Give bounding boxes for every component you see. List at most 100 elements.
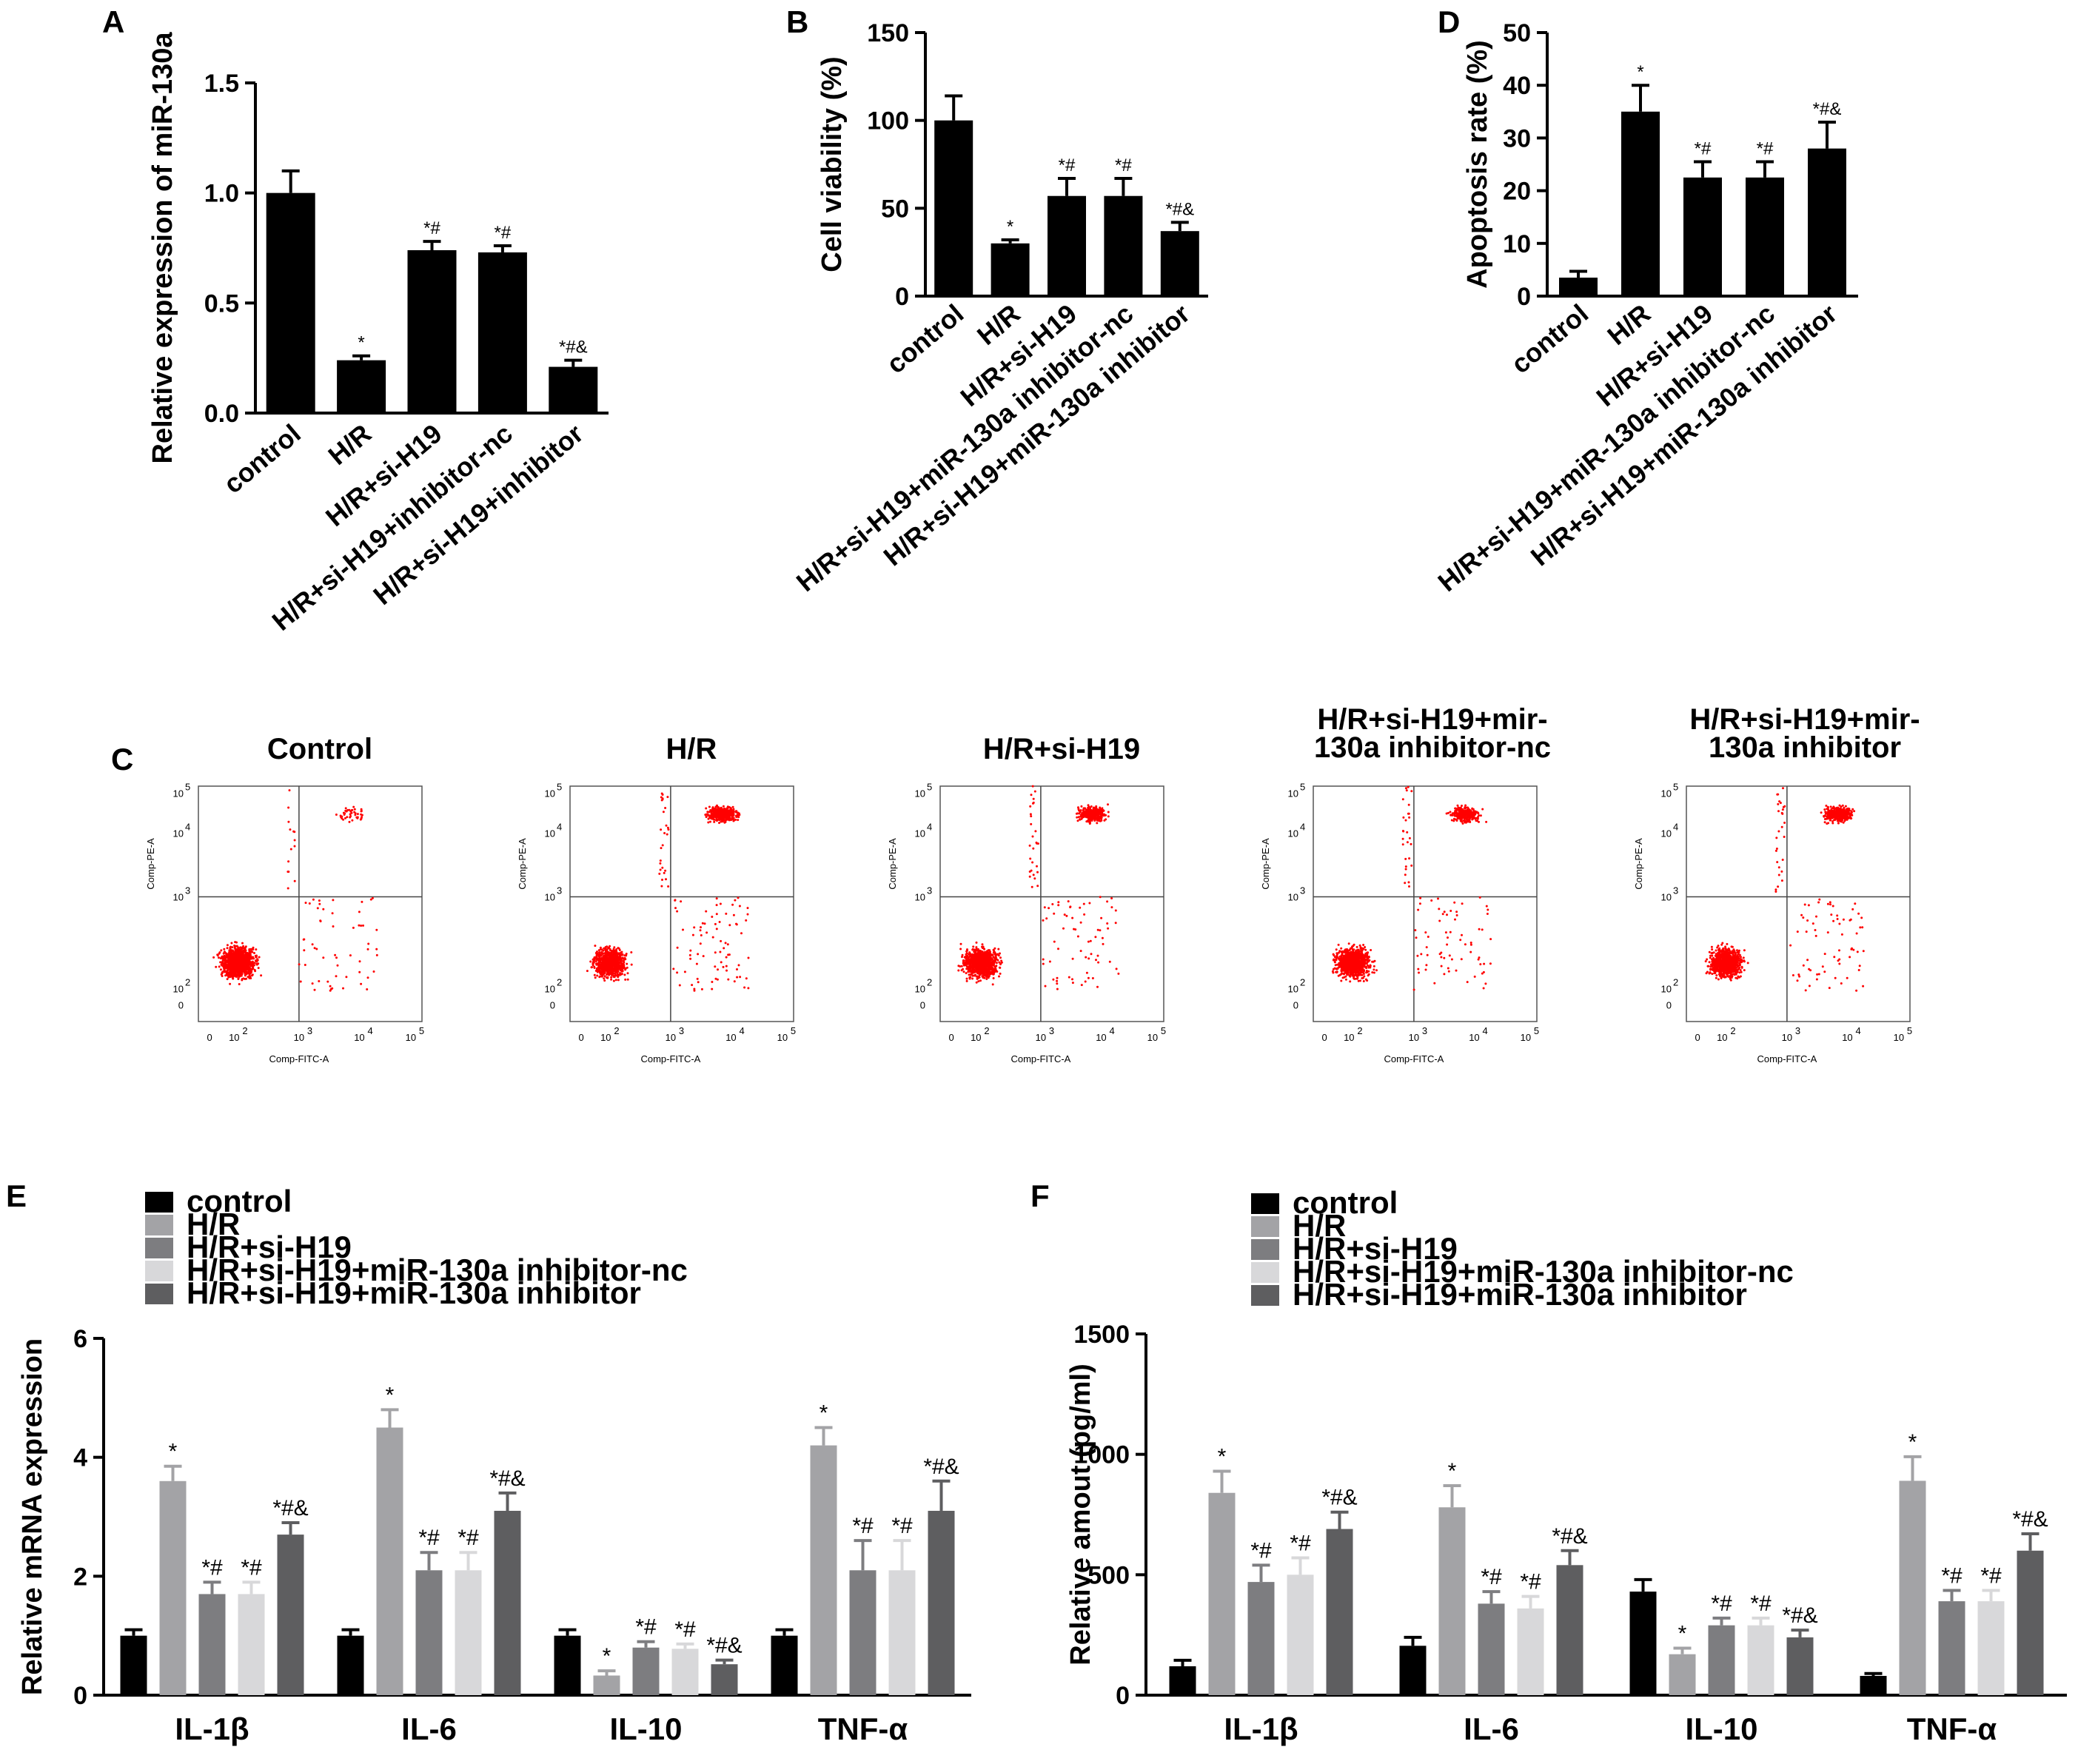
- flow-dot: [711, 936, 714, 939]
- flow-dot: [732, 808, 735, 811]
- significance-label: *: [1637, 62, 1643, 82]
- flow-dot: [714, 810, 717, 813]
- flow-dot: [287, 806, 290, 809]
- flow-dot: [597, 962, 599, 965]
- flow-dot: [676, 910, 679, 913]
- flow-dot: [1096, 985, 1099, 988]
- flow-dot: [593, 973, 596, 976]
- flow-dot: [349, 815, 352, 817]
- flow-dots-group: [957, 785, 1120, 990]
- flow-dot: [737, 815, 740, 818]
- flow-dot: [249, 956, 252, 959]
- flow-dot: [1097, 961, 1100, 964]
- flow-dot: [238, 967, 241, 969]
- flow-dot: [360, 925, 363, 927]
- flow-dot: [676, 971, 679, 974]
- flow-dot: [717, 814, 720, 816]
- flow-y-tick: 10: [915, 891, 925, 902]
- flow-dot: [288, 789, 291, 792]
- flow-dot: [982, 970, 985, 973]
- flow-dot: [236, 956, 239, 959]
- flow-dot: [617, 947, 620, 950]
- flow-dot: [988, 959, 991, 961]
- panel-label-f: F: [1030, 1178, 1050, 1213]
- flow-dot: [992, 971, 995, 974]
- flow-dot: [662, 811, 665, 814]
- flow-dot: [1096, 822, 1099, 825]
- flow-dot: [735, 810, 738, 813]
- x-tick-label: H/R: [322, 418, 377, 471]
- flow-dot: [723, 816, 726, 819]
- flow-dot: [704, 814, 707, 816]
- flow-dot: [709, 809, 712, 811]
- flow-dot: [991, 958, 993, 961]
- flow-dot: [219, 968, 222, 971]
- flow-dot: [349, 954, 352, 957]
- flow-dot: [244, 948, 247, 950]
- flow-dot: [725, 956, 728, 959]
- flow-dot: [1062, 927, 1065, 930]
- flow-dot: [978, 966, 981, 969]
- flow-dot: [1045, 917, 1048, 920]
- flow-x-tick-exp: 4: [367, 1025, 372, 1036]
- flow-dot: [997, 948, 1000, 950]
- flow-dot: [248, 966, 251, 969]
- y-tick-label: 1.0: [204, 180, 239, 208]
- flow-dot: [700, 987, 703, 990]
- flow-dot: [218, 965, 221, 968]
- flow-x-tick: 0: [578, 1032, 583, 1043]
- flow-dot: [621, 966, 624, 969]
- flow-dot: [674, 899, 677, 902]
- flow-dot: [979, 971, 982, 974]
- flow-dot: [221, 955, 224, 958]
- flow-dot: [1030, 869, 1033, 872]
- flow-dot: [1051, 903, 1054, 905]
- flow-dot: [592, 959, 595, 962]
- flow-dot: [715, 928, 718, 930]
- flow-dot: [666, 826, 669, 829]
- flow-dot: [260, 974, 263, 977]
- flow-dot: [1353, 943, 1355, 946]
- flow-dot: [1000, 961, 1003, 964]
- flow-dot: [1031, 861, 1034, 864]
- flow-dot: [976, 962, 979, 965]
- flow-dot: [625, 954, 628, 957]
- flow-dot: [989, 968, 992, 971]
- flow-x-tick-exp: 2: [984, 1025, 989, 1036]
- flow-dot: [720, 806, 723, 809]
- flow-dot: [1096, 819, 1099, 822]
- flow-dot: [1042, 919, 1045, 922]
- flow-dot: [1087, 812, 1090, 815]
- flow-dot: [215, 965, 218, 968]
- flow-dot: [991, 953, 994, 956]
- flow-dot: [707, 817, 710, 820]
- flow-dot: [1102, 942, 1105, 945]
- flow-dots-group: [586, 792, 750, 992]
- flow-dot: [244, 967, 247, 970]
- flow-dot: [986, 953, 989, 956]
- flow-dot: [737, 964, 740, 967]
- flow-dot: [995, 965, 998, 967]
- bar-a-2: [407, 249, 457, 413]
- flow-dot: [223, 963, 226, 966]
- flow-dot: [221, 975, 224, 977]
- flow-dot: [1091, 815, 1093, 818]
- flow-dot: [229, 982, 232, 985]
- flow-dot: [708, 805, 711, 808]
- flow-dot: [238, 958, 241, 960]
- flow-dot: [241, 957, 244, 960]
- flow-dot: [224, 956, 227, 959]
- flow-dot: [697, 953, 700, 956]
- flow-dot: [609, 965, 612, 967]
- flow-y-tick-exp: 2: [557, 976, 562, 987]
- flow-dot: [726, 943, 729, 946]
- flow-dot: [232, 957, 235, 960]
- flow-dot: [661, 844, 664, 847]
- flow-dot: [714, 951, 717, 954]
- flow-dot: [220, 949, 223, 952]
- flow-dot: [591, 963, 594, 966]
- flow-dot: [630, 963, 633, 966]
- flow-dot: [604, 962, 607, 965]
- flow-dot: [980, 959, 983, 962]
